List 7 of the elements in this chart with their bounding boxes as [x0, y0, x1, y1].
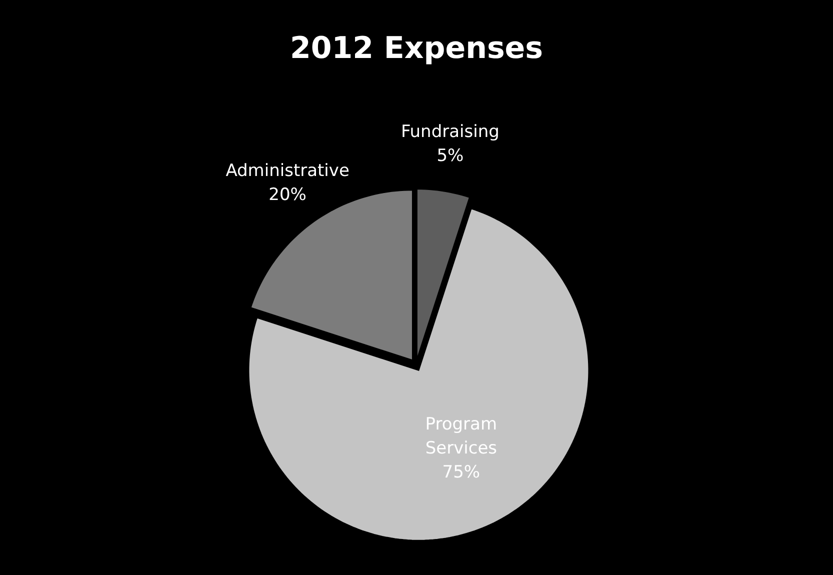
data-label: 5%: [436, 146, 464, 166]
slice-label: Program Services: [425, 414, 498, 459]
slice-label: Administrative: [226, 161, 350, 182]
chart-title: 2012 Expenses: [290, 31, 544, 66]
slice-label: Fundraising: [400, 122, 500, 142]
data-label: 75%: [442, 462, 480, 483]
data-label: 20%: [268, 185, 306, 206]
